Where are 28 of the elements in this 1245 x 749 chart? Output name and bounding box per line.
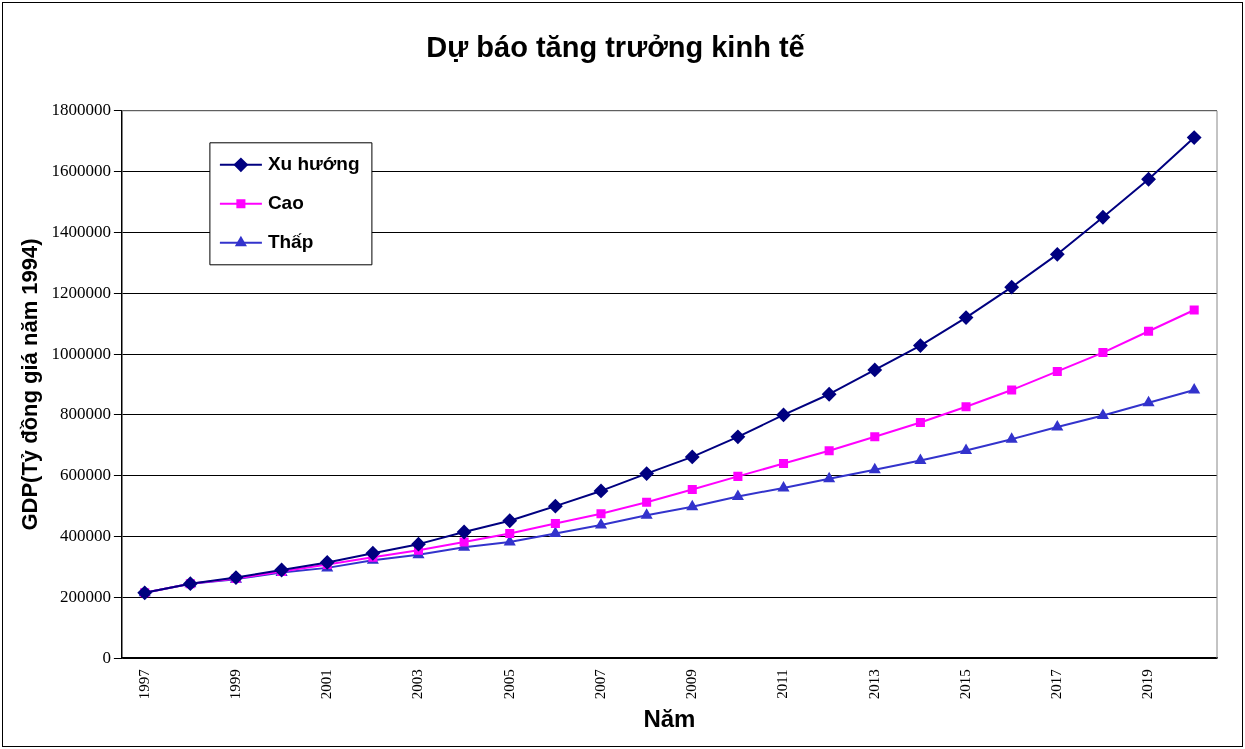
y-tick-label: 400000 [59,526,111,546]
y-tick-label: 600000 [59,465,111,485]
y-tick-label: 800000 [59,404,111,424]
y-tick-label: 1800000 [51,100,111,120]
x-tick-label: 1999 [226,669,243,700]
y-axis-title: GDP(Tỷ đồng giá năm 1994) [17,238,43,531]
y-tick-label: 1400000 [51,221,111,241]
y-tick-label: 1600000 [51,161,111,181]
x-tick-label: 2015 [956,669,973,700]
x-tick-label: 2005 [500,669,517,700]
x-tick-label: 2013 [865,669,882,700]
x-tick-label: 1997 [135,668,152,700]
legend-label: Cao [267,192,304,214]
y-tick-label: 1200000 [51,282,111,302]
x-tick-label: 2017 [1048,668,1065,700]
x-tick-label: 2009 [683,669,700,700]
x-tick-label: 2019 [1139,669,1156,700]
y-tick-label: 1000000 [51,343,111,363]
legend-label: Thấp [267,231,314,253]
legend-label: Xu hướng [267,153,360,175]
x-tick-label: 2001 [318,669,335,700]
chart-title: Dự báo tăng trưởng kinh tế [426,31,806,64]
x-axis-title: Năm [643,705,696,733]
x-tick-label: 2003 [409,669,426,700]
y-tick-label: 200000 [59,586,111,606]
x-tick-label: 2011 [774,669,791,699]
y-tick-label: 0 [102,647,111,667]
x-tick-label: 2007 [591,668,608,700]
